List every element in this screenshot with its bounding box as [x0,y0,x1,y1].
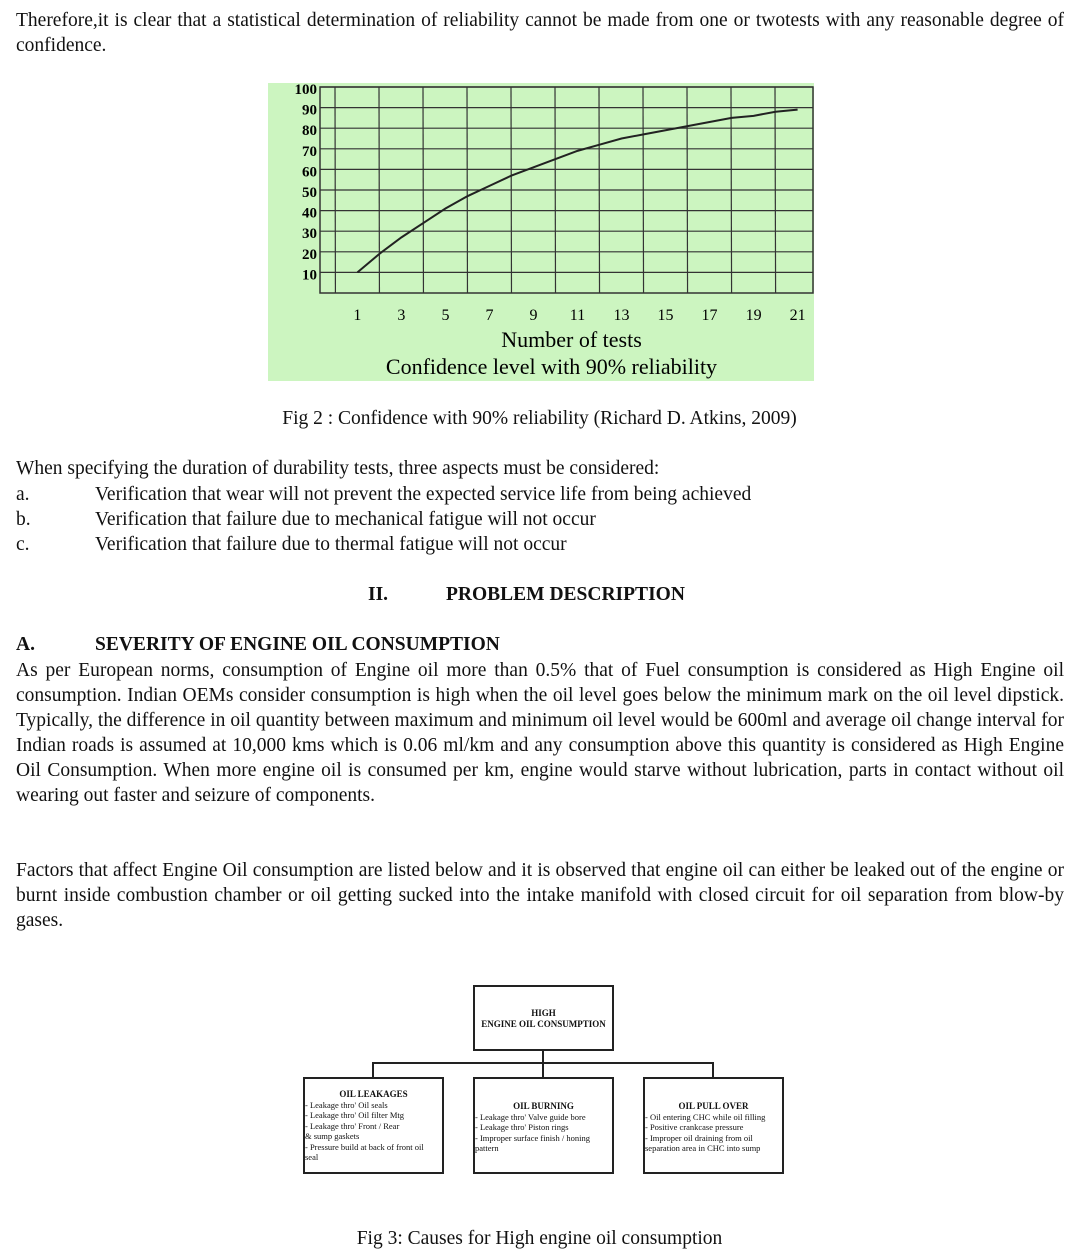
cause-line: - Positive crankcase pressure [645,1122,744,1132]
paragraph: Factors that affect Engine Oil consumpti… [16,860,1064,931]
cause-title: OIL BURNING [513,1101,574,1111]
paragraph: As per European norms, consumption of En… [16,660,1064,806]
fig3-caption: Fig 3: Causes for High engine oil consum… [356,1228,723,1249]
list-text: Verification that wear will not prevent … [95,484,752,505]
y-tick-label: 90 [302,103,317,119]
cause-line: - Leakage thro' Front / Rear [305,1120,400,1131]
list-marker: b. [16,509,31,530]
x-tick-label: 21 [790,307,806,324]
cause-line: - Leakage thro' Piston rings [475,1122,569,1132]
root-line: HIGH [531,1008,556,1018]
x-axis-label: Number of tests [501,327,642,352]
cause-line: pattern [475,1143,499,1153]
x-tick-label: 19 [746,307,762,324]
grid-line [554,86,557,294]
cause-line: - Leakage thro' Oil filter Mtg [305,1110,405,1120]
list-marker: c. [16,534,30,555]
grid-line [598,86,601,294]
y-tick-label: 40 [302,206,317,222]
x-tick-label: 15 [658,307,674,324]
y-tick-label: 80 [302,123,317,139]
cause-line: - Oil entering CHC while oil filling [645,1111,766,1122]
x-tick-label: 13 [614,307,630,324]
y-tick-label: 100 [295,83,318,98]
cause-title: OIL LEAKAGES [339,1089,408,1099]
y-tick-label: 30 [302,226,317,242]
list-marker: a. [16,484,30,505]
root-box: HIGH ENGINE OIL CONSUMPTION [473,985,614,1051]
data-line [356,108,798,274]
cause-line: - Improper surface finish / honing [475,1132,590,1143]
x-tick-label: 9 [529,307,537,324]
grid-line [686,86,689,294]
cause-box: OIL LEAKAGES - Leakage thro' Oil seals - L… [303,1077,444,1174]
x-tick-label: 17 [702,307,718,324]
cause-title: OIL PULL OVER [678,1101,749,1111]
grid-line [730,86,733,294]
connector [542,1051,544,1063]
section-title: PROBLEM DESCRIPTION [446,584,685,605]
y-tick-label: 50 [302,185,317,201]
cause-line: - Improper oil draining from oil [645,1132,753,1143]
cause-line: separation area in CHC into sump [645,1143,761,1153]
grid-line [642,86,645,294]
y-tick-label: 10 [302,267,317,283]
x-tick-label: 3 [397,307,405,324]
cause-box: OIL BURNING - Leakage thro' Valve guide b… [473,1077,614,1174]
subsection-number: A. [16,634,35,655]
subsection-title: SEVERITY OF ENGINE OIL CONSUMPTION [95,634,500,655]
root-line: ENGINE OIL CONSUMPTION [481,1018,606,1029]
aspects-lead: When specifying the duration of durabili… [16,458,660,479]
intro: Therefore,it is clear that a statistical… [16,10,1064,56]
x-tick-label: 11 [570,307,585,324]
cause-line: - Leakage thro' Oil seals [305,1099,388,1110]
cause-line: - Pressure build at back of front oil [305,1141,424,1152]
connector [372,1062,374,1077]
cause-line: & sump gaskets [305,1131,360,1141]
y-tick-label: 20 [302,247,317,263]
list-text: Verification that failure due to thermal… [95,534,567,555]
x-tick-label: 1 [353,307,361,324]
fig2-caption: Fig 2 : Confidence with 90% reliability … [282,408,797,429]
y-tick-label: 60 [302,164,317,180]
list-text: Verification that failure due to mechani… [95,509,596,530]
x-tick-label: 5 [441,307,449,324]
chart-background [268,83,814,381]
chart-subtitle: Confidence level with 90% reliability [386,354,717,379]
cause-line: - Leakage thro' Valve guide bore [475,1111,586,1122]
cause-line: seal [305,1152,319,1162]
section-number: II. [368,584,389,605]
cause-box: OIL PULL OVER - Oil entering CHC while oi… [643,1077,784,1174]
grid-line [774,86,777,294]
y-tick-label: 70 [302,144,317,160]
x-tick-label: 7 [485,307,493,324]
connector [542,1062,544,1077]
connector [712,1062,714,1077]
